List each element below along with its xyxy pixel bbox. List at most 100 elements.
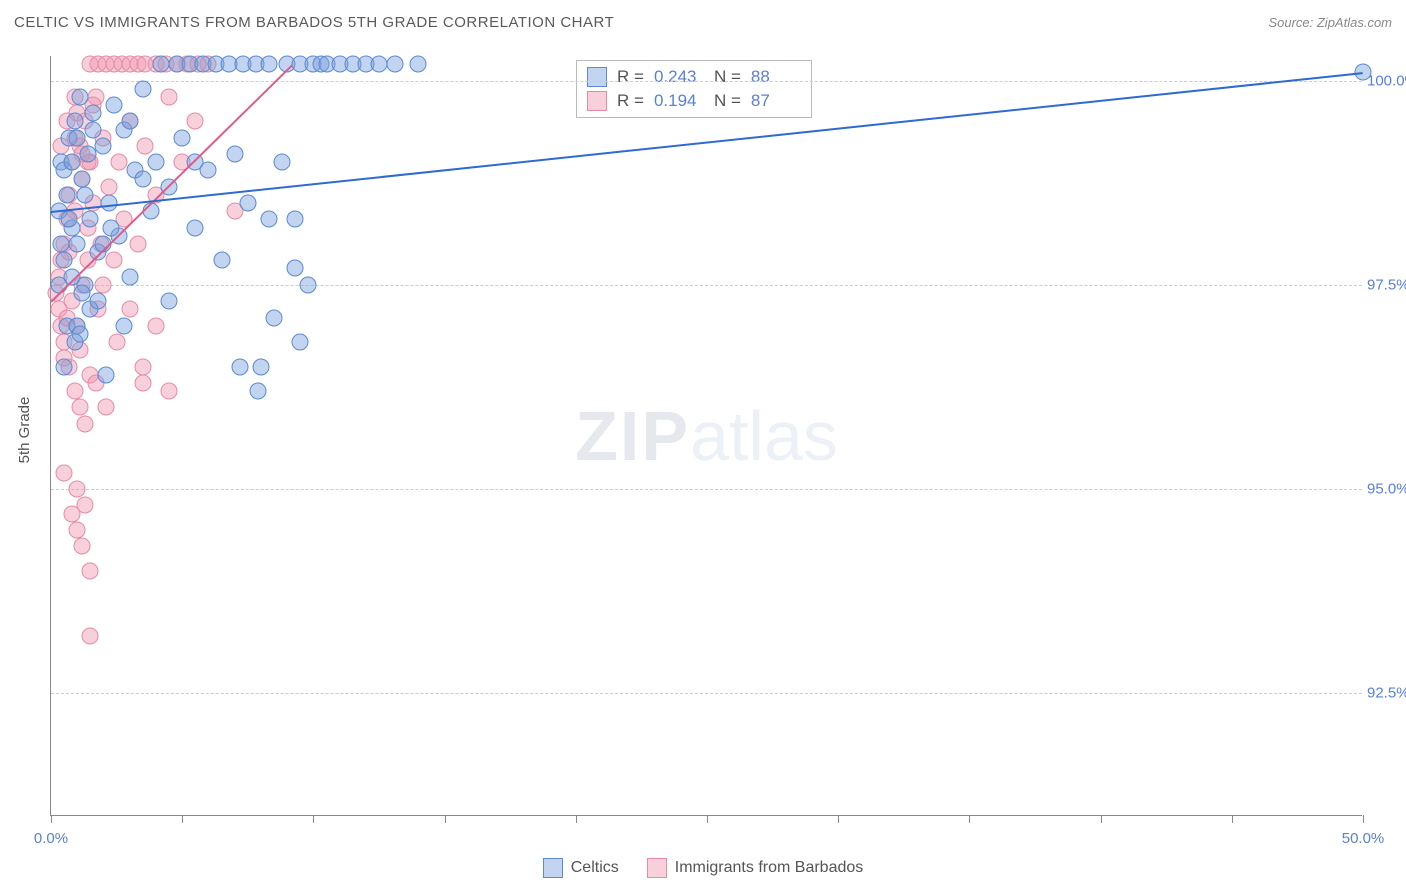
scatter-point	[71, 399, 88, 416]
scatter-point	[82, 211, 99, 228]
scatter-point	[95, 137, 112, 154]
legend-label: Celtics	[571, 859, 619, 877]
scatter-point	[84, 121, 101, 138]
scatter-point	[187, 113, 204, 130]
x-tick	[182, 815, 183, 823]
scatter-point	[66, 383, 83, 400]
legend-label: Immigrants from Barbados	[675, 859, 864, 877]
scatter-point	[121, 113, 138, 130]
scatter-point	[386, 56, 403, 73]
scatter-point	[77, 497, 94, 514]
scatter-point	[53, 235, 70, 252]
scatter-point	[69, 481, 86, 498]
scatter-point	[134, 170, 151, 187]
scatter-point	[108, 334, 125, 351]
scatter-point	[69, 521, 86, 538]
scatter-point	[50, 276, 67, 293]
scatter-point	[58, 186, 75, 203]
scatter-point	[134, 80, 151, 97]
swatch-blue	[587, 67, 607, 87]
scatter-point	[95, 276, 112, 293]
scatter-point	[103, 219, 120, 236]
gridline	[51, 285, 1362, 286]
scatter-point	[66, 113, 83, 130]
source-text: Source: ZipAtlas.com	[1268, 15, 1392, 30]
swatch-pink	[587, 91, 607, 111]
scatter-point	[260, 56, 277, 73]
scatter-point	[134, 358, 151, 375]
x-tick	[969, 815, 970, 823]
scatter-point	[111, 154, 128, 171]
scatter-point	[213, 252, 230, 269]
scatter-point	[69, 235, 86, 252]
stats-legend-box: R = 0.243 N = 88 R = 0.194 N = 87	[576, 60, 812, 118]
gridline	[51, 693, 1362, 694]
scatter-point	[63, 154, 80, 171]
scatter-point	[187, 219, 204, 236]
y-tick-label: 97.5%	[1367, 276, 1406, 293]
scatter-point	[105, 252, 122, 269]
scatter-point	[100, 195, 117, 212]
chart-plot-area: ZIPatlas R = 0.243 N = 88 R = 0.194 N = …	[50, 56, 1362, 816]
x-tick	[445, 815, 446, 823]
y-tick-label: 92.5%	[1367, 685, 1406, 702]
scatter-point	[300, 276, 317, 293]
scatter-point	[56, 252, 73, 269]
scatter-point	[129, 235, 146, 252]
scatter-point	[266, 309, 283, 326]
x-tick	[313, 815, 314, 823]
scatter-point	[260, 211, 277, 228]
scatter-point	[69, 129, 86, 146]
scatter-point	[74, 170, 91, 187]
scatter-point	[61, 211, 78, 228]
scatter-point	[239, 195, 256, 212]
x-tick-label: 50.0%	[1342, 830, 1385, 847]
scatter-point	[77, 186, 94, 203]
scatter-point	[134, 374, 151, 391]
swatch-pink	[647, 858, 667, 878]
scatter-point	[121, 301, 138, 318]
scatter-point	[187, 154, 204, 171]
y-tick-label: 95.0%	[1367, 481, 1406, 498]
scatter-point	[56, 358, 73, 375]
scatter-point	[153, 56, 170, 73]
legend-item-celtics: Celtics	[543, 858, 619, 878]
bottom-legend: Celtics Immigrants from Barbados	[0, 858, 1406, 878]
scatter-point	[231, 358, 248, 375]
scatter-point	[71, 325, 88, 342]
scatter-point	[74, 284, 91, 301]
scatter-point	[77, 415, 94, 432]
legend-item-barbados: Immigrants from Barbados	[647, 858, 864, 878]
x-tick-label: 0.0%	[34, 830, 68, 847]
scatter-point	[287, 211, 304, 228]
scatter-point	[161, 383, 178, 400]
scatter-point	[250, 383, 267, 400]
swatch-blue	[543, 858, 563, 878]
scatter-point	[100, 178, 117, 195]
scatter-point	[74, 538, 91, 555]
scatter-point	[82, 628, 99, 645]
x-tick	[1232, 815, 1233, 823]
y-axis-label: 5th Grade	[16, 397, 33, 464]
scatter-point	[79, 146, 96, 163]
x-tick	[51, 815, 52, 823]
scatter-point	[147, 154, 164, 171]
scatter-point	[410, 56, 427, 73]
scatter-point	[90, 293, 107, 310]
stats-row-blue: R = 0.243 N = 88	[587, 65, 801, 89]
scatter-point	[292, 334, 309, 351]
scatter-point	[273, 154, 290, 171]
scatter-point	[174, 129, 191, 146]
scatter-point	[105, 97, 122, 114]
scatter-point	[161, 293, 178, 310]
scatter-point	[226, 146, 243, 163]
y-tick-label: 100.0%	[1367, 72, 1406, 89]
scatter-point	[56, 464, 73, 481]
x-tick	[838, 815, 839, 823]
watermark: ZIPatlas	[575, 396, 838, 476]
stats-row-pink: R = 0.194 N = 87	[587, 89, 801, 113]
chart-title: CELTIC VS IMMIGRANTS FROM BARBADOS 5TH G…	[14, 14, 614, 31]
gridline	[51, 489, 1362, 490]
scatter-point	[98, 366, 115, 383]
scatter-point	[116, 317, 133, 334]
